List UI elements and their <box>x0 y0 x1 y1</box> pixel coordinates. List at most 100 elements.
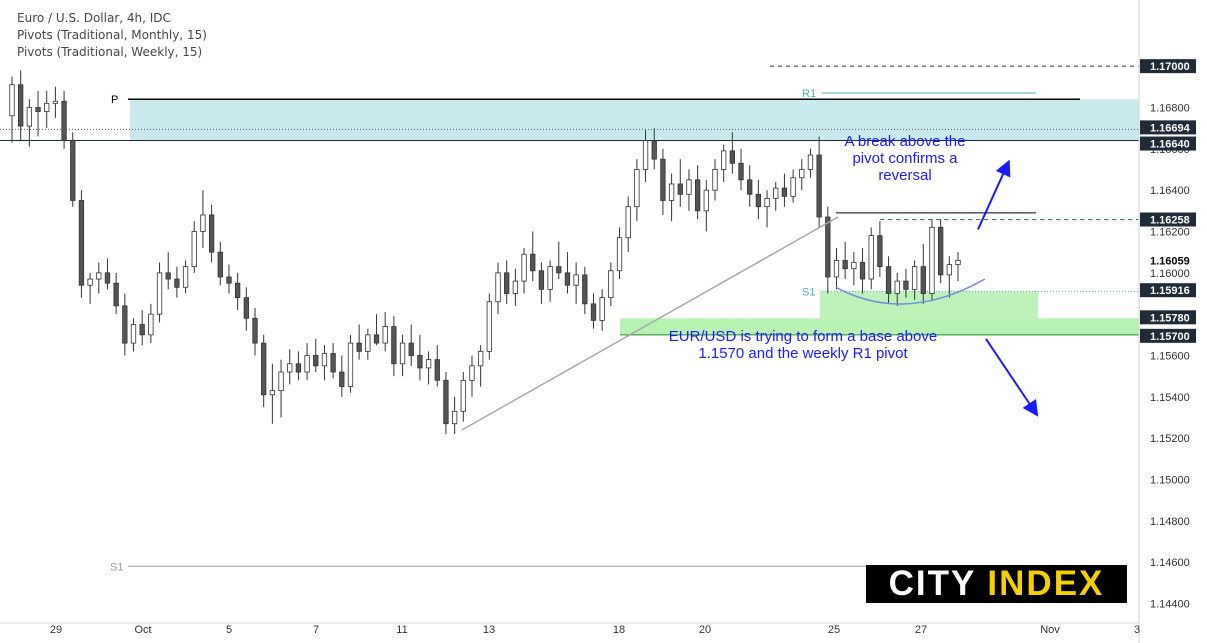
price-tag: 1.16258 <box>1140 212 1196 227</box>
price-tag-text: 1.16258 <box>1150 215 1190 227</box>
down-arrow <box>985 338 1039 417</box>
candle-body <box>573 274 579 286</box>
candle-body <box>417 355 423 369</box>
candle-body <box>339 371 345 387</box>
candle-body <box>174 278 180 288</box>
candle-body <box>755 193 762 208</box>
candle-body <box>70 140 76 201</box>
candle-body <box>347 342 354 387</box>
candle-body <box>165 272 171 280</box>
price-tag-text: 1.17000 <box>1150 61 1190 73</box>
price-tick-label: 1.14400 <box>1150 599 1190 611</box>
logo-index: INDEX <box>987 564 1105 603</box>
candle-body <box>816 154 822 218</box>
candle-body <box>712 169 718 191</box>
city-index-logo: CITY INDEX <box>866 565 1127 603</box>
time-tick-label: 13 <box>483 624 495 636</box>
candle-body <box>61 100 67 141</box>
candle-body <box>556 266 562 274</box>
rising-trendline <box>461 216 839 431</box>
candle-body <box>217 251 223 278</box>
candle-body <box>929 226 935 294</box>
time-tick-label: 11 <box>396 624 407 636</box>
candle-body <box>877 235 883 268</box>
candle-body <box>625 206 631 239</box>
time-tick-label: 20 <box>699 624 711 636</box>
price-tick-label: 1.14800 <box>1150 516 1190 528</box>
price-tag: 1.17000 <box>1140 59 1196 74</box>
candle-body <box>616 237 623 272</box>
drawings-layer <box>461 159 1039 431</box>
candle-body <box>382 326 388 344</box>
candle-body <box>608 270 614 299</box>
base-annotation: EUR/USD is trying to form a base above 1… <box>668 328 938 362</box>
candle-body <box>26 107 33 127</box>
price-tick-label: 1.16000 <box>1150 268 1190 280</box>
candle-body <box>278 371 284 392</box>
indicator-monthly-pivots[interactable]: Pivots (Traditional, Monthly, 15) <box>17 28 207 42</box>
price-tag-box <box>1140 120 1196 135</box>
candle-body <box>721 150 727 170</box>
candle-body <box>686 179 692 195</box>
candle-body <box>122 305 128 344</box>
candle-body <box>668 183 675 201</box>
price-tag-box <box>1140 310 1196 325</box>
candle-body <box>486 301 492 352</box>
candle-body <box>243 297 249 319</box>
candle-body <box>590 303 597 321</box>
candle-body <box>677 183 683 195</box>
candle-body <box>903 280 909 290</box>
candle-body <box>18 84 24 127</box>
candle-body <box>747 179 753 195</box>
candle-body <box>330 353 336 373</box>
candle-body <box>868 235 874 280</box>
price-tag: 1.16640 <box>1140 136 1196 151</box>
price-tag-text: 1.15780 <box>1150 312 1190 324</box>
time-tick-label: 3 <box>1134 624 1140 636</box>
candle-body <box>139 324 145 336</box>
candle-body <box>920 266 926 294</box>
monthly-pivot-label: P <box>111 94 118 106</box>
price-tag-text: 1.15916 <box>1150 285 1190 297</box>
indicator-weekly-pivots[interactable]: Pivots (Traditional, Weekly, 15) <box>17 45 203 59</box>
candle-body <box>373 334 380 344</box>
candle-body <box>295 363 302 373</box>
candle-body <box>460 379 466 412</box>
candle-body <box>356 342 362 352</box>
candle-body <box>35 107 41 113</box>
zones-layer <box>130 99 1139 336</box>
price-tag: 1.16059 <box>1140 253 1196 268</box>
candle-body <box>851 262 857 270</box>
candle-body <box>946 264 952 276</box>
candle-body <box>113 282 119 307</box>
candle-body <box>521 253 527 282</box>
candle-body <box>538 270 545 290</box>
candle-body <box>78 200 85 286</box>
candle-body <box>226 276 232 284</box>
price-tick-label: 1.16800 <box>1150 102 1190 114</box>
candle-body <box>304 355 310 373</box>
candle-body <box>955 260 961 265</box>
candle-body <box>252 317 258 344</box>
time-tick-label: 25 <box>828 624 840 636</box>
candle-body <box>434 359 440 381</box>
candle-body <box>807 154 814 170</box>
candle-body <box>512 280 519 294</box>
time-axis[interactable]: 29 Oct 5 7 11 13 18 20 25 27 Nov 3 <box>0 622 1140 636</box>
candle-body <box>694 179 701 212</box>
candle-body <box>564 272 571 286</box>
candle-body <box>582 274 588 305</box>
candle-body <box>200 214 206 232</box>
price-tag-text: 1.16694 <box>1150 122 1191 134</box>
candle-body <box>703 189 709 212</box>
price-tag: 1.16694 <box>1140 120 1196 135</box>
up-arrow <box>977 159 1011 230</box>
chart-symbol-title[interactable]: Euro / U.S. Dollar, 4h, IDC <box>17 11 171 25</box>
candle-body <box>130 324 137 344</box>
candle-body <box>825 216 831 278</box>
candle-body <box>842 260 848 270</box>
candle-body <box>96 272 102 280</box>
candle-body <box>773 187 779 199</box>
price-tag-box <box>1140 59 1196 74</box>
